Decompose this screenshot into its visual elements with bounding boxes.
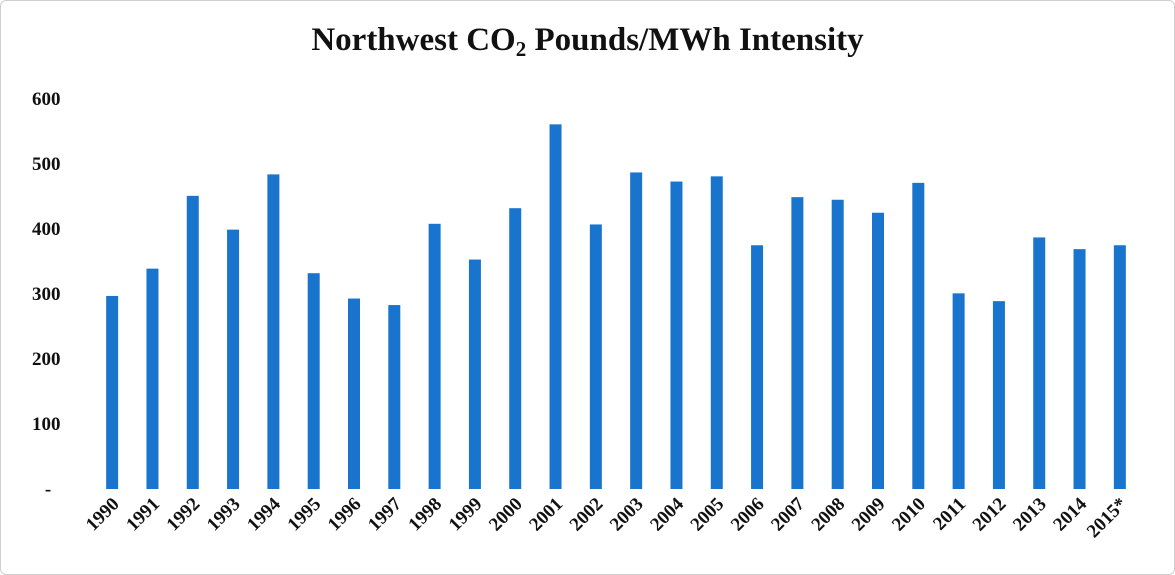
bar-1990 — [106, 295, 119, 489]
bars — [106, 124, 1126, 490]
x-tick-label: 2009 — [848, 494, 890, 536]
bar-2010 — [912, 182, 925, 489]
x-tick-label: 2003 — [606, 494, 648, 536]
x-tick-label: 1996 — [324, 494, 366, 536]
bar-1996 — [348, 298, 360, 489]
x-tick-label: 1994 — [243, 493, 285, 535]
x-tick-label: 1993 — [203, 494, 245, 536]
x-tick-label: 1992 — [163, 494, 205, 536]
bar-2003 — [630, 172, 643, 489]
bar-2006 — [751, 245, 764, 489]
y-tick-label: - — [45, 479, 51, 500]
bar-2000 — [509, 208, 522, 489]
x-tick-label: 2005 — [687, 494, 729, 536]
y-tick-label: 100 — [32, 414, 61, 435]
bar-2015 — [1113, 245, 1126, 489]
bar-1993 — [227, 229, 240, 489]
bar-2009 — [872, 212, 884, 489]
x-tick-label: 2007 — [767, 493, 809, 535]
y-axis: - 100 200 300 400 500 600 — [32, 89, 61, 500]
bar-1997 — [388, 305, 401, 489]
bar-2008 — [831, 199, 844, 489]
bar-1999 — [468, 259, 481, 489]
y-tick-label: 500 — [32, 154, 61, 175]
x-tick-label: 1991 — [122, 494, 164, 536]
x-tick-label: 2010 — [888, 494, 930, 536]
x-tick-label: 1997 — [364, 493, 406, 535]
bar-2011 — [952, 293, 965, 489]
bar-1995 — [307, 273, 320, 489]
x-tick-label: 2004 — [646, 493, 688, 535]
bar-1994 — [267, 174, 280, 489]
bar-2007 — [791, 197, 804, 489]
x-tick-label: 1990 — [82, 494, 124, 536]
bar-1991 — [146, 268, 159, 489]
bar-2013 — [1033, 237, 1046, 489]
bar-2002 — [589, 224, 602, 489]
chart-title: Northwest CO2 Pounds/MWh Intensity — [311, 22, 864, 61]
y-tick-label: 400 — [32, 219, 61, 240]
bar-2005 — [710, 176, 723, 489]
bar-1998 — [428, 223, 441, 490]
x-tick-label: 2001 — [525, 494, 567, 536]
y-tick-label: 200 — [32, 349, 61, 370]
x-tick-label: 1995 — [284, 494, 326, 536]
x-tick-label: 2012 — [969, 494, 1011, 536]
bar-1992 — [186, 195, 199, 489]
x-tick-label: 2015* — [1083, 494, 1131, 542]
bar-2012 — [992, 301, 1005, 489]
y-tick-label: 600 — [32, 89, 61, 110]
bar-2001 — [549, 124, 562, 489]
x-tick-label: 1998 — [404, 494, 446, 536]
x-axis: 1990199119921993199419951996199719981999… — [82, 493, 1131, 542]
bar-2014 — [1073, 249, 1086, 489]
x-tick-label: 2011 — [929, 494, 970, 535]
x-tick-label: 2006 — [727, 494, 769, 536]
x-tick-label: 1999 — [445, 494, 487, 536]
bar-2004 — [670, 181, 683, 490]
x-tick-label: 2002 — [566, 494, 608, 536]
x-tick-label: 2013 — [1009, 494, 1051, 536]
y-tick-label: 300 — [32, 284, 61, 305]
x-tick-label: 2000 — [485, 494, 527, 536]
x-tick-label: 2008 — [808, 494, 850, 536]
